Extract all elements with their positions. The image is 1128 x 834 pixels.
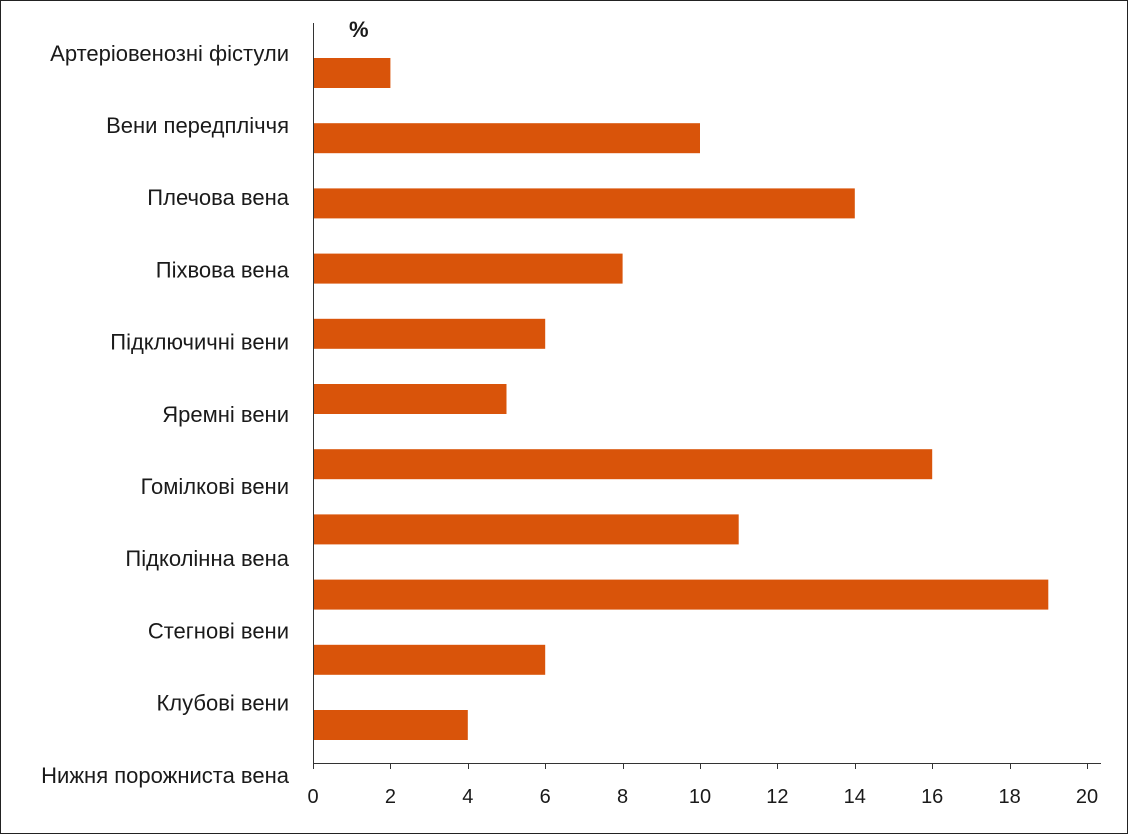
category-label-11: Нижня порожниста вена [41,763,290,788]
category-label-1: Артеріовенозні фістули [50,41,289,66]
x-tick-label: 8 [617,786,628,808]
x-tick-label: 6 [540,786,551,808]
category-label-3: Плечова вена [147,185,289,210]
bar-6 [313,384,507,414]
x-tick-label: 20 [1076,786,1098,808]
category-label-6: Яремні вени [162,402,289,427]
bar-3 [313,188,855,219]
bar-8 [313,514,739,545]
x-tick-label: 14 [844,786,866,808]
category-label-5: Підключичні вени [110,330,289,355]
bar-1 [313,58,391,88]
x-axis-ticks: 0 2 4 6 8 10 12 14 16 18 20 [307,763,1098,808]
bar-7 [313,449,933,480]
category-label-7: Гомілкові вени [141,474,289,499]
x-tick-label: 12 [766,786,788,808]
category-label-9: Стегнові вени [148,618,289,643]
bar-5 [313,318,546,349]
bar-2 [313,123,700,154]
x-tick-label: 4 [462,786,473,808]
bar-9 [313,579,1049,610]
bar-4 [313,253,623,284]
category-labels: Артеріовенозні фістули Вени передпліччя Пл… [41,41,290,788]
x-tick-label: 16 [921,786,943,808]
category-label-8: Підколінна вена [125,546,289,571]
category-label-4: Піхвова вена [156,257,290,282]
x-tick-label: 18 [998,786,1020,808]
x-tick-label: 0 [307,786,318,808]
x-tick-label: 10 [689,786,711,808]
unit-label: % [349,17,369,42]
category-label-10: Клубові вени [156,691,289,716]
x-tick-label: 2 [385,786,396,808]
category-label-2: Вени передпліччя [106,113,289,138]
bar-10 [313,644,546,675]
bars [313,58,1049,740]
bar-11 [313,710,468,740]
